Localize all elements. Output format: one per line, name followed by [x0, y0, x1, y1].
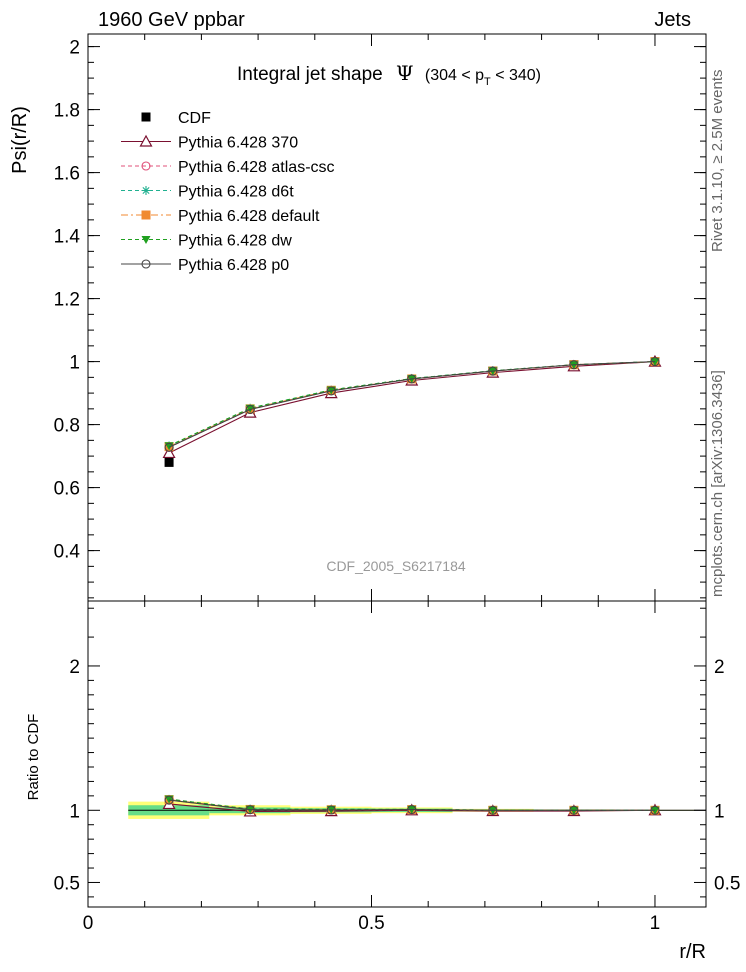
legend-label: Pythia 6.428 370: [178, 135, 298, 152]
legend-label: CDF: [178, 110, 211, 127]
y-tick-label: 1: [69, 801, 80, 822]
legend-entry: Pythia 6.428 atlas-csc: [121, 159, 335, 176]
x-tick-label: 0.5: [358, 913, 384, 934]
legend-marker: [139, 134, 153, 147]
mcplots-label: mcplots.cern.ch [arXiv:1306.3436]: [709, 370, 726, 597]
energy-label: 1960 GeV ppbar: [98, 9, 245, 31]
x-tick-label: 0: [83, 913, 94, 934]
series-line: [169, 799, 655, 811]
legend-marker: [141, 259, 151, 269]
main-title: Integral jet shape Ψ (304 < pT < 340): [237, 61, 541, 88]
y-tick-label-right: 0.5: [714, 873, 740, 894]
data-point: [569, 805, 579, 815]
data-point: [245, 805, 255, 815]
title-range-end: < 340): [491, 67, 541, 84]
y-tick-label: 1.6: [54, 164, 80, 185]
ratio-ylabel: Ratio to CDF: [25, 714, 42, 801]
legend-entry: CDF: [141, 110, 211, 127]
legend-marker: [141, 186, 151, 195]
data-point: [164, 457, 174, 467]
legend-entry: Pythia 6.428 p0: [121, 257, 289, 274]
y-tick-label-right: 2: [714, 657, 725, 678]
data-point: [326, 386, 336, 396]
data-point: [488, 805, 498, 815]
data-point: [164, 795, 174, 805]
data-point: [650, 805, 660, 815]
series-pythia-6-428-atlas-csc: [164, 357, 660, 452]
legend-entry: Pythia 6.428 default: [121, 208, 320, 225]
ratio-axes: 0.5 0.51 12 20 0.5 1: [54, 600, 740, 934]
series-pythia-6-428-p0: [164, 795, 660, 815]
legend-entry: Pythia 6.428 dw: [121, 233, 292, 250]
series-pythia-6-428-d6t: [164, 357, 660, 451]
legend: CDF Pythia 6.428 370 Pythia 6.428 atlas-cs…: [121, 110, 335, 274]
data-point: [407, 805, 417, 815]
data-point: [245, 404, 255, 415]
rivet-version-label: Rivet 3.1.10, ≥ 2.5M events: [709, 70, 726, 253]
data-point: [164, 795, 174, 804]
main-series-group: [162, 354, 662, 467]
y-tick-label: 1.8: [54, 101, 80, 122]
series-pythia-6-428-370: [162, 354, 662, 459]
xlabel: r/R: [679, 941, 706, 963]
main-axes: 0.4 0.6 0.8 1 1.2 1.4 1.6 1.8 2: [54, 33, 707, 602]
series-line: [168, 361, 655, 448]
title-range-start: (304 < p: [425, 67, 484, 84]
legend-entry: Pythia 6.428 d6t: [121, 184, 294, 201]
process-label: Jets: [654, 9, 691, 31]
y-tick-label: 1.4: [54, 227, 81, 248]
x-tick-label: 1: [650, 913, 661, 934]
legend-marker: [141, 161, 151, 171]
y-tick-label: 0.8: [54, 416, 80, 437]
y-tick-label: 2: [69, 657, 80, 678]
series-pythia-6-428-dw: [164, 358, 660, 451]
legend-marker: [141, 112, 151, 122]
y-tick-label: 0.5: [54, 873, 80, 894]
legend-label: Pythia 6.428 dw: [178, 233, 292, 250]
y-tick-label-right: 1: [714, 801, 725, 822]
data-point: [326, 805, 336, 815]
main-ylabel: Psi(r/R): [9, 106, 31, 174]
series-pythia-6-428-default: [164, 357, 660, 452]
data-point: [164, 442, 174, 452]
data-point: [488, 366, 498, 376]
data-point: [162, 446, 176, 459]
legend-label: Pythia 6.428 atlas-csc: [178, 159, 335, 176]
y-tick-label: 1: [69, 353, 80, 374]
data-point: [407, 374, 417, 384]
ratio-series-group: [162, 794, 662, 817]
legend-marker: [141, 236, 151, 244]
title-range-sub: T: [484, 76, 491, 88]
y-tick-label: 0.6: [54, 479, 80, 500]
data-point: [650, 357, 660, 367]
legend-marker: [141, 210, 151, 220]
y-tick-label: 2: [69, 38, 80, 59]
legend-entry: Pythia 6.428 370: [121, 135, 298, 152]
data-point: [569, 360, 579, 370]
legend-label: Pythia 6.428 d6t: [178, 184, 294, 201]
title-main-text: Integral jet shape: [237, 64, 383, 85]
legend-label: Pythia 6.428 p0: [178, 257, 289, 274]
title-psi-symbol: Ψ: [396, 61, 414, 85]
series-cdf: [164, 357, 660, 467]
axes-frame: [87, 600, 707, 908]
y-tick-label: 1.2: [54, 290, 80, 311]
legend-label: Pythia 6.428 default: [178, 208, 320, 225]
analysis-watermark: CDF_2005_S6217184: [326, 558, 466, 574]
series-pythia-6-428-p0: [164, 357, 660, 452]
data-point: [245, 404, 255, 413]
y-tick-label: 0.4: [54, 542, 81, 563]
